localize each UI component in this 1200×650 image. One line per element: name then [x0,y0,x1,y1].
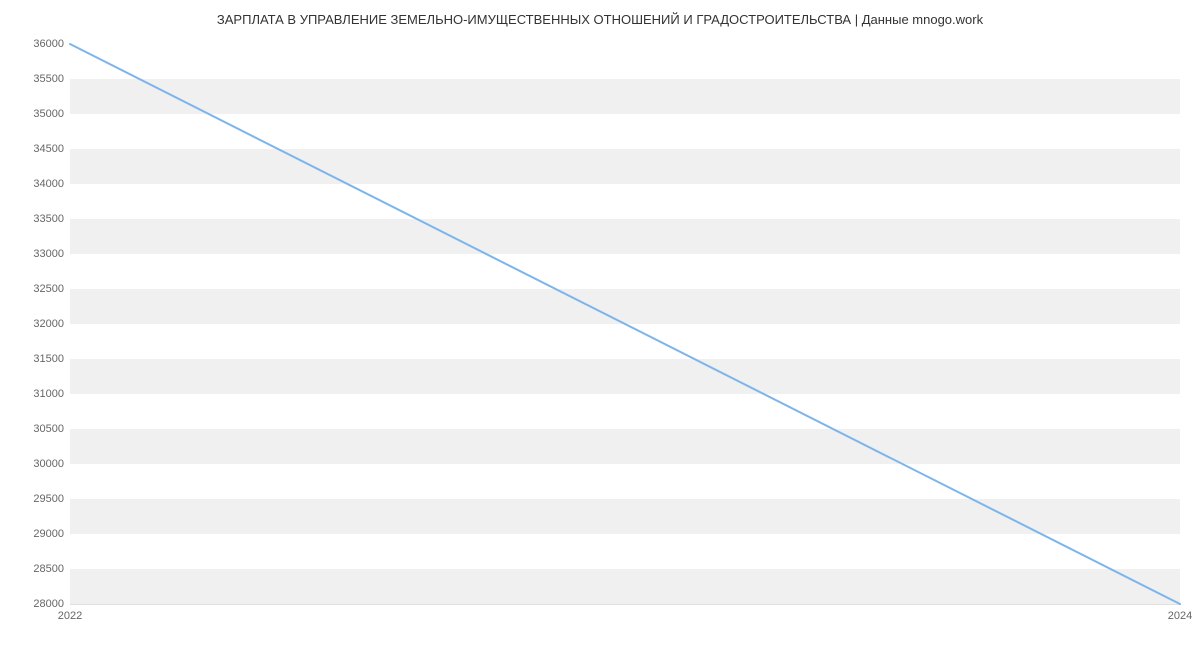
y-tick-label: 30000 [33,458,64,470]
y-tick-label: 35500 [33,73,64,85]
y-tick-label: 32500 [33,283,64,295]
y-tick-label: 29000 [33,528,64,540]
y-tick-label: 29500 [33,493,64,505]
y-tick-label: 36000 [33,38,64,50]
y-tick-label: 28500 [33,563,64,575]
x-axis [70,604,1180,605]
y-tick-label: 33000 [33,248,64,260]
x-tick-label: 2022 [58,610,82,622]
chart-container: ЗАРПЛАТА В УПРАВЛЕНИЕ ЗЕМЕЛЬНО-ИМУЩЕСТВЕ… [0,0,1200,650]
y-tick-label: 30500 [33,423,64,435]
y-tick-label: 33500 [33,213,64,225]
x-tick-label: 2024 [1168,610,1192,622]
series-line [70,44,1180,604]
y-tick-label: 35000 [33,108,64,120]
y-tick-label: 28000 [33,598,64,610]
y-tick-label: 31000 [33,388,64,400]
plot-area: 2800028500290002950030000305003100031500… [70,44,1180,604]
line-layer [70,44,1180,604]
y-tick-label: 34500 [33,143,64,155]
y-tick-label: 31500 [33,353,64,365]
y-tick-label: 32000 [33,318,64,330]
chart-title: ЗАРПЛАТА В УПРАВЛЕНИЕ ЗЕМЕЛЬНО-ИМУЩЕСТВЕ… [0,12,1200,27]
y-tick-label: 34000 [33,178,64,190]
